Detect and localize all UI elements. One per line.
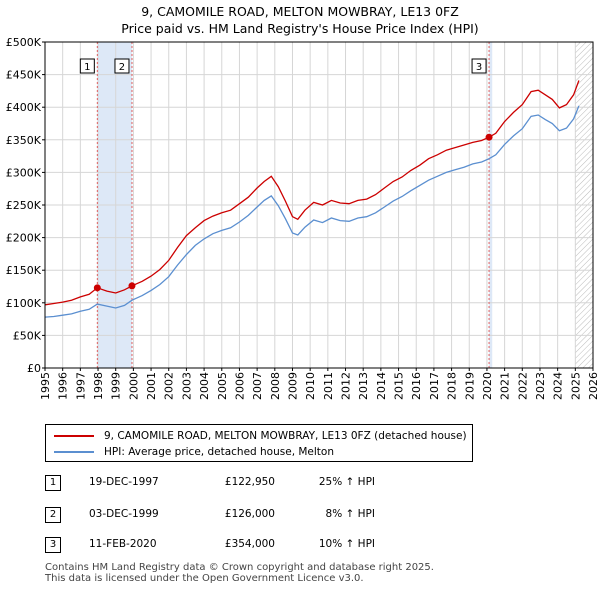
x-tick-label: 2014 <box>375 372 388 400</box>
marker-box-2 <box>114 58 130 74</box>
y-tick-label: £100K <box>6 297 42 310</box>
transaction-number: 2 <box>45 507 61 523</box>
x-tick-label: 2017 <box>428 372 441 400</box>
x-tick-label: 2020 <box>481 372 494 400</box>
y-tick-label: £150K <box>6 264 42 277</box>
x-tick-label: 2023 <box>534 372 547 400</box>
chart-title-line2: Price paid vs. HM Land Registry's House … <box>121 21 479 36</box>
x-tick-label: 2016 <box>410 372 423 400</box>
x-tick-label: 2002 <box>163 372 176 400</box>
chart-title-line1: 9, CAMOMILE ROAD, MELTON MOWBRAY, LE13 0… <box>141 4 459 19</box>
x-tick-label: 1999 <box>110 372 123 400</box>
x-tick-label: 2022 <box>516 372 529 400</box>
legend-label-property: 9, CAMOMILE ROAD, MELTON MOWBRAY, LE13 0… <box>104 430 467 442</box>
legend-item-property: 9, CAMOMILE ROAD, MELTON MOWBRAY, LE13 0… <box>54 428 467 444</box>
x-tick-label: 1995 <box>39 372 52 400</box>
x-tick-label: 2004 <box>198 372 211 400</box>
marker-label-2: 2 <box>119 62 125 73</box>
transaction-price: £126,000 <box>224 508 275 520</box>
transaction-price: £354,000 <box>224 538 275 550</box>
transaction-price: £122,950 <box>224 476 275 488</box>
y-tick-label: £350K <box>6 134 42 147</box>
x-tick-label: 2008 <box>269 372 282 400</box>
marker-label-3: 3 <box>476 62 482 73</box>
footer-copyright: Contains HM Land Registry data © Crown c… <box>45 562 434 573</box>
transaction-hpi: 10% ↑ HPI <box>318 538 375 550</box>
transaction-hpi: 8% ↑ HPI <box>325 508 375 520</box>
transaction-date: 03-DEC-1999 <box>89 508 159 520</box>
y-tick-label: £250K <box>6 199 42 212</box>
x-tick-label: 2025 <box>569 372 582 400</box>
x-tick-label: 2001 <box>145 372 158 400</box>
x-tick-label: 2006 <box>233 372 246 400</box>
transaction-hpi: 25% ↑ HPI <box>318 476 375 488</box>
x-tick-label: 2013 <box>357 372 370 400</box>
legend-swatch-hpi <box>54 451 94 453</box>
marker-label-1: 1 <box>84 62 90 73</box>
x-tick-label: 2011 <box>322 372 335 400</box>
x-tick-label: 1997 <box>74 372 87 400</box>
x-tick-label: 2021 <box>499 372 512 400</box>
x-tick-label: 2010 <box>304 372 317 400</box>
sale-point-3 <box>485 133 493 141</box>
x-tick-label: 2015 <box>393 372 406 400</box>
sale-point-2 <box>128 282 136 290</box>
x-tick-label: 2012 <box>340 372 353 400</box>
hpi-series-line <box>44 105 580 318</box>
marker-box-1 <box>79 58 95 74</box>
y-tick-label: £400K <box>6 101 42 114</box>
y-tick-label: £0 <box>27 362 41 375</box>
x-tick-label: 2007 <box>251 372 264 400</box>
x-tick-label: 1998 <box>92 372 105 400</box>
y-tick-label: £450K <box>6 69 42 82</box>
x-tick-label: 2009 <box>286 372 299 400</box>
property-series-line <box>44 80 580 306</box>
transaction-date: 11-FEB-2020 <box>89 538 157 550</box>
legend: 9, CAMOMILE ROAD, MELTON MOWBRAY, LE13 0… <box>45 424 473 462</box>
x-tick-label: 2003 <box>180 372 193 400</box>
transaction-number: 1 <box>45 475 61 491</box>
y-tick-label: £200K <box>6 232 42 245</box>
y-tick-label: £300K <box>6 166 42 179</box>
x-tick-label: 2005 <box>216 372 229 400</box>
x-tick-label: 2026 <box>587 372 600 400</box>
sale-point-1 <box>93 284 101 292</box>
legend-swatch-property <box>54 435 94 437</box>
legend-label-hpi: HPI: Average price, detached house, Melt… <box>104 446 335 458</box>
price-chart: 1 2 3 £0 £50K £100K £150K £200K £250K £300K £350K £… <box>6 36 600 400</box>
transaction-date: 19-DEC-1997 <box>89 476 159 488</box>
x-tick-label: 2024 <box>552 372 565 400</box>
x-tick-label: 1996 <box>57 372 70 400</box>
footer-licence: This data is licensed under the Open Gov… <box>45 573 364 584</box>
y-tick-label: £50K <box>13 329 42 342</box>
y-tick-label: £500K <box>6 36 42 49</box>
transaction-number: 3 <box>45 537 61 553</box>
marker-box-3 <box>471 58 487 74</box>
legend-item-hpi: HPI: Average price, detached house, Melt… <box>54 444 334 460</box>
x-tick-label: 2018 <box>446 372 459 400</box>
x-tick-label: 2019 <box>463 372 476 400</box>
x-tick-label: 2000 <box>127 372 140 400</box>
